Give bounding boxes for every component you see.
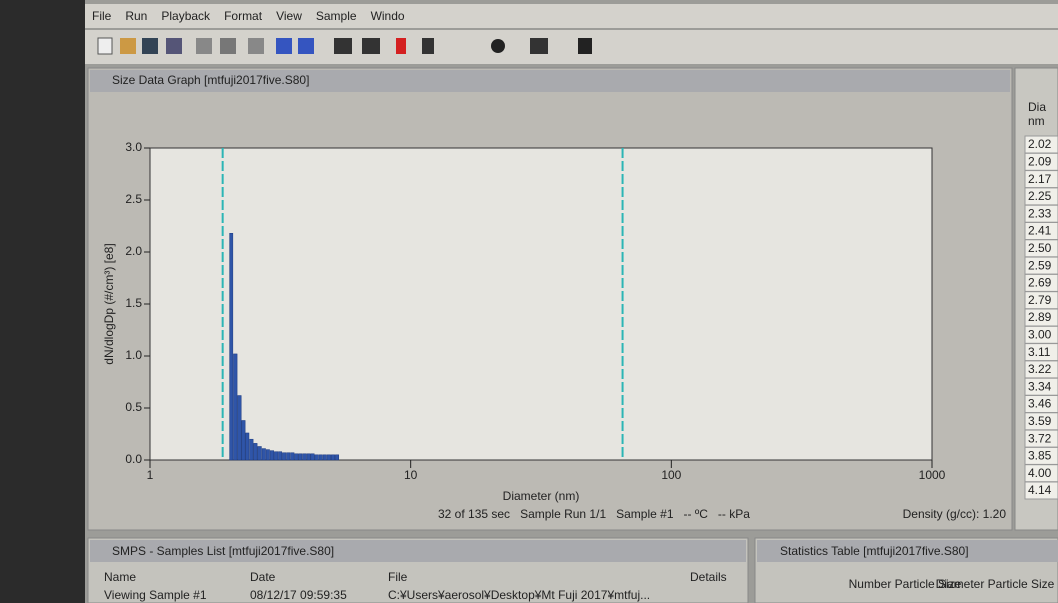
bar	[311, 454, 314, 460]
side-cell-text: 2.25	[1028, 189, 1052, 203]
bar	[242, 420, 245, 460]
side-cell-text: 3.46	[1028, 397, 1052, 411]
status-text: Sample #1	[616, 507, 674, 521]
statistics-title: Statistics Table [mtfuji2017five.S80]	[780, 544, 969, 558]
bar	[291, 453, 295, 460]
menu-item[interactable]: Format	[224, 9, 263, 23]
page: File Run Playback Format View Sample Windo Size…	[0, 0, 1058, 603]
x-tick-label: 100	[661, 468, 681, 482]
bar	[250, 439, 254, 460]
bar	[319, 455, 322, 460]
window-title: Size Data Graph [mtfuji2017five.S80]	[112, 73, 309, 87]
side-cell-text: 2.89	[1028, 310, 1052, 324]
bar	[299, 454, 302, 460]
side-cell-text: 2.17	[1028, 172, 1052, 186]
samples-cell: 08/12/17 09:59:35	[250, 588, 347, 602]
bar	[327, 455, 331, 460]
samples-column: File	[388, 570, 408, 584]
bar	[262, 449, 266, 460]
side-cell-text: 2.50	[1028, 241, 1052, 255]
side-cell-text: 4.00	[1028, 466, 1052, 480]
bar	[323, 455, 326, 460]
bar	[303, 454, 307, 460]
y-tick-label: 0.5	[125, 400, 142, 414]
bar	[307, 454, 310, 460]
bar	[258, 446, 262, 460]
y-tick-label: 1.5	[125, 296, 142, 310]
bar	[335, 455, 338, 460]
menu-item[interactable]: Run	[125, 9, 147, 23]
x-tick-label: 10	[404, 468, 418, 482]
status-text: 32 of 135 sec	[438, 507, 510, 521]
statistics-column: Diameter Particle Size	[936, 577, 1055, 591]
menu-item[interactable]: Playback	[161, 9, 211, 23]
x-axis-label: Diameter (nm)	[503, 489, 580, 503]
menu-item[interactable]: View	[276, 9, 302, 23]
bar	[246, 433, 249, 460]
plot-area	[150, 148, 932, 460]
status-text: Sample Run 1/1	[520, 507, 606, 521]
side-cell-text: 2.41	[1028, 224, 1052, 238]
bar	[230, 233, 233, 460]
samples-cell: Viewing Sample #1	[104, 588, 207, 602]
menu-item[interactable]: Sample	[316, 9, 357, 23]
side-cell-text: 3.59	[1028, 414, 1052, 428]
bar	[233, 354, 237, 460]
x-tick-label: 1000	[919, 468, 946, 482]
side-header: Dia	[1028, 100, 1046, 114]
bar	[274, 452, 277, 460]
side-cell-text: 2.02	[1028, 137, 1052, 151]
bar	[270, 451, 274, 460]
side-cell-text: 3.34	[1028, 379, 1052, 393]
y-tick-label: 2.0	[125, 244, 142, 258]
y-tick-label: 1.0	[125, 348, 142, 362]
bar	[331, 455, 334, 460]
side-cell-text: 2.59	[1028, 258, 1052, 272]
bar	[295, 454, 298, 460]
side-cell-text: 2.79	[1028, 293, 1052, 307]
bar	[282, 453, 286, 460]
status-text: -- kPa	[718, 507, 750, 521]
y-tick-label: 0.0	[125, 452, 142, 466]
bar	[238, 396, 241, 460]
status-text: -- ºC	[684, 507, 709, 521]
side-cell-text: 3.72	[1028, 431, 1052, 445]
side-cell-text: 3.00	[1028, 327, 1052, 341]
samples-cell: C:¥Users¥aerosol¥Desktop¥Mt Fuji 2017¥mt…	[388, 588, 650, 602]
samples-column: Date	[250, 570, 276, 584]
y-axis-label: dN/dlogDp (#/cm³) [e8]	[102, 243, 116, 364]
samples-title: SMPS - Samples List [mtfuji2017five.S80]	[112, 544, 334, 558]
y-tick-label: 2.5	[125, 192, 142, 206]
side-cell-text: 3.22	[1028, 362, 1052, 376]
bar	[278, 452, 281, 460]
side-cell-text: 2.09	[1028, 154, 1052, 168]
side-header: nm	[1028, 114, 1045, 128]
side-cell-text: 2.33	[1028, 206, 1052, 220]
bar	[315, 455, 319, 460]
side-cell-text: 3.85	[1028, 449, 1052, 463]
density-text: Density (g/cc): 1.20	[903, 507, 1007, 521]
menu-item[interactable]: File	[92, 9, 112, 23]
screen: File Run Playback Format View Sample Windo Size…	[0, 0, 1058, 603]
samples-column: Name	[104, 570, 136, 584]
y-tick-label: 3.0	[125, 140, 142, 154]
side-cell-text: 4.14	[1028, 483, 1052, 497]
bar	[287, 453, 290, 460]
menu-item[interactable]: Windo	[371, 9, 405, 23]
bar	[266, 450, 269, 460]
samples-column: Details	[690, 570, 727, 584]
x-tick-label: 1	[147, 468, 154, 482]
side-cell-text: 2.69	[1028, 276, 1052, 290]
bar	[254, 443, 257, 460]
side-cell-text: 3.11	[1028, 345, 1051, 359]
